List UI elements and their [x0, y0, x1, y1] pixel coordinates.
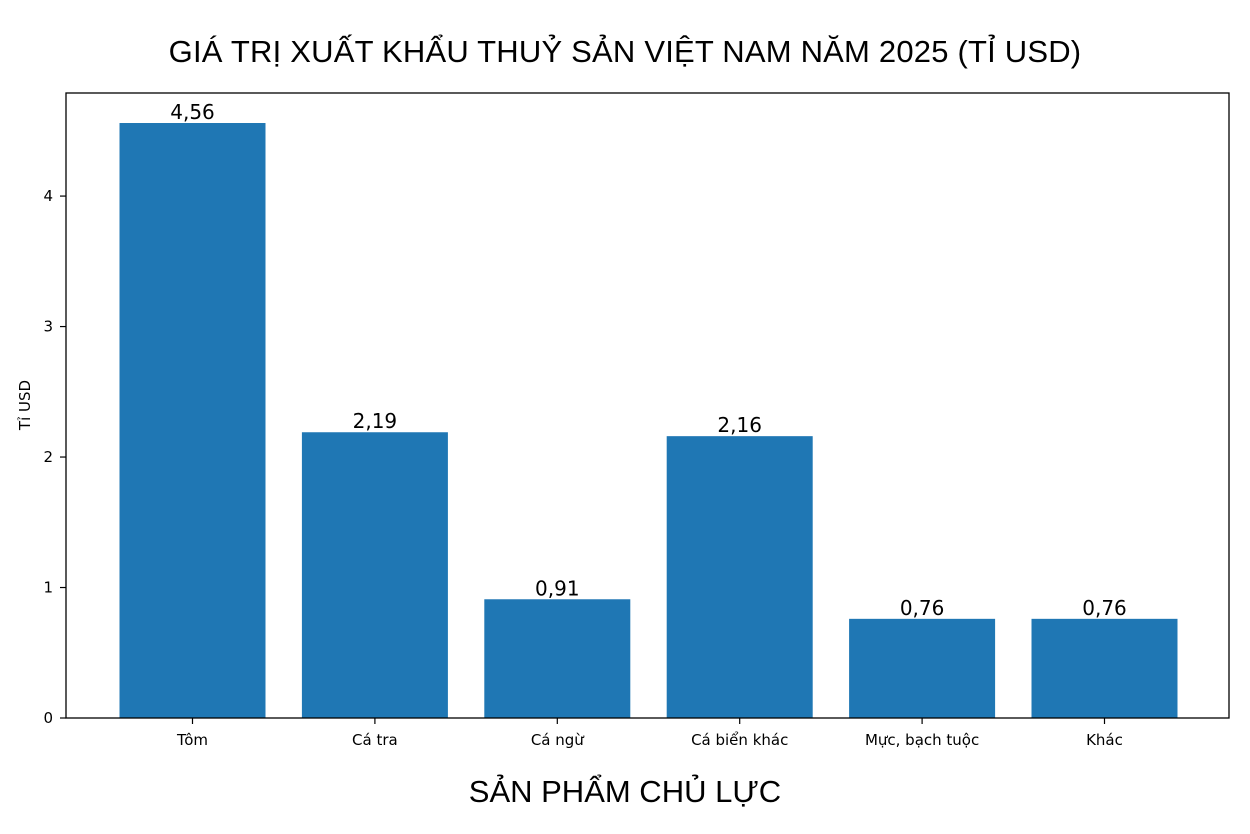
bar-4 — [666, 436, 813, 718]
data-label-5: 0,76 — [900, 596, 945, 620]
bar-3 — [484, 599, 631, 718]
data-label-1: 4,56 — [170, 100, 215, 124]
bars-layer — [119, 123, 1178, 718]
y-axis-label: Tỉ USD — [16, 380, 34, 431]
x-tick-label: Tôm — [176, 731, 208, 749]
x-tick-label: Cá ngừ — [531, 731, 585, 749]
chart-title: GIÁ TRỊ XUẤT KHẨU THUỶ SẢN VIỆT NAM NĂM … — [168, 34, 1082, 69]
data-label-4: 2,16 — [717, 413, 762, 437]
plot-frame — [65, 92, 1230, 719]
y-tick-label: 0 — [43, 709, 53, 727]
data-label-6: 0,76 — [1082, 596, 1127, 620]
bar-1 — [119, 123, 266, 718]
x-tick-label: Khác — [1086, 731, 1123, 749]
y-tick-label: 4 — [43, 187, 53, 205]
bar-5 — [849, 618, 996, 718]
axes-layer: Tôm Cá tra Cá ngừ Cá biển khác Mực, bạch tuộ… — [43, 92, 1230, 749]
y-tick-label: 1 — [43, 579, 53, 597]
data-label-2: 2,19 — [353, 409, 398, 433]
x-tick-label: Cá biển khác — [691, 731, 788, 749]
x-tick-label: Cá tra — [352, 731, 398, 749]
bar-2 — [301, 432, 448, 718]
data-label-3: 0,91 — [535, 576, 580, 600]
x-tick-label: Mực, bạch tuộc — [865, 731, 979, 749]
y-tick-label: 3 — [43, 318, 53, 336]
data-labels-layer: 4,56 2,19 0,91 2,16 0,76 0,76 — [170, 100, 1127, 620]
y-tick-label: 2 — [43, 448, 53, 466]
bar-6 — [1031, 618, 1178, 718]
x-axis-title: SẢN PHẨM CHỦ LỰC — [468, 774, 782, 809]
